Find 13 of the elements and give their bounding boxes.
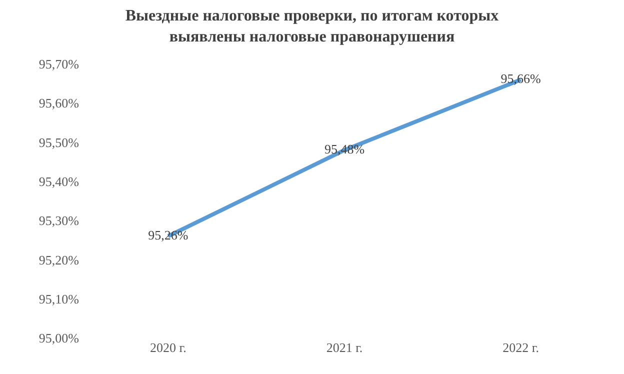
chart-title: Выездные налоговые проверки, по итогам которых выявлены налоговые правонарушения	[125, 8, 499, 46]
x-tick-label: 2021 г.	[326, 340, 363, 355]
y-tick-label: 95,20%	[38, 252, 80, 268]
y-tick-label: 95,60%	[38, 96, 80, 111]
x-tick-label: 2020 г.	[150, 340, 186, 355]
y-tick-label: 95,40%	[38, 174, 80, 189]
y-tick-label: 95,00%	[38, 330, 80, 346]
y-tick-label: 95,30%	[38, 213, 80, 228]
x-tick-label: 2022 г.	[502, 340, 540, 355]
data-label: 95,66%	[500, 70, 542, 86]
y-tick-label: 95,50%	[38, 134, 80, 150]
y-tick-label: 95,10%	[38, 291, 80, 306]
y-tick-label: 95,70%	[38, 56, 80, 72]
